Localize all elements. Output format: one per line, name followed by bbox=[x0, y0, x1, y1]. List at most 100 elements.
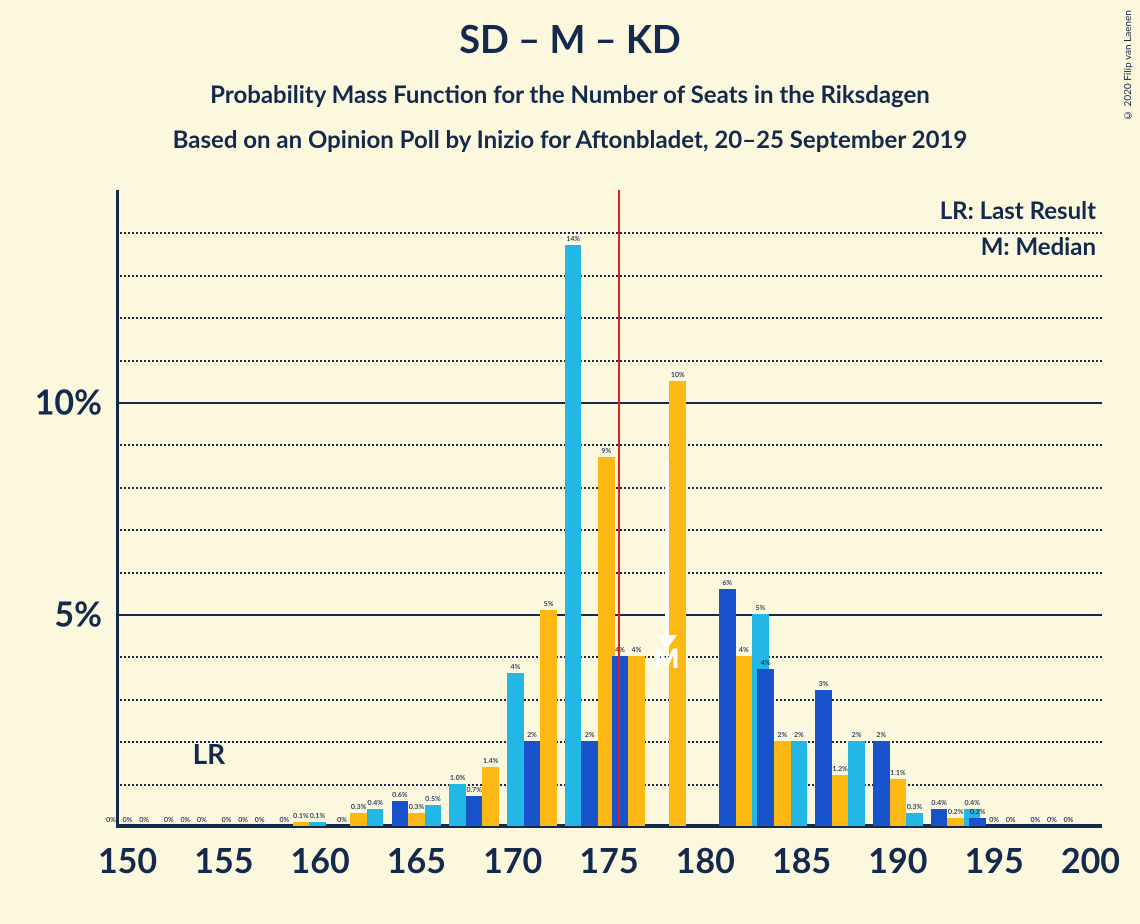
bar-value-label: 14% bbox=[566, 235, 580, 243]
bar bbox=[581, 741, 598, 826]
bar bbox=[848, 741, 865, 826]
gridline-minor bbox=[116, 444, 1102, 446]
bar-value-label: 0% bbox=[164, 816, 174, 824]
bar-value-label: 0.3% bbox=[907, 803, 922, 811]
last-result-label-short: LR bbox=[193, 736, 226, 770]
gridline-minor bbox=[116, 232, 1102, 234]
bar bbox=[890, 779, 907, 826]
median-arrow bbox=[665, 461, 669, 635]
y-tick-label: 5% bbox=[6, 594, 102, 635]
bar-value-label: 4% bbox=[615, 646, 625, 654]
bar bbox=[669, 381, 686, 826]
bar-value-label: 0% bbox=[222, 816, 232, 824]
gridline-major bbox=[116, 402, 1102, 404]
bar-value-label: 1.2% bbox=[832, 765, 847, 773]
bar bbox=[507, 673, 524, 826]
median-label-short: M bbox=[654, 642, 679, 674]
bar bbox=[947, 818, 964, 826]
y-axis bbox=[116, 190, 119, 826]
x-tick-label: 165 bbox=[387, 840, 446, 881]
bar-value-label: 0% bbox=[238, 816, 248, 824]
bar bbox=[482, 767, 499, 826]
bar bbox=[350, 813, 367, 826]
gridline-minor bbox=[116, 317, 1102, 319]
bar bbox=[449, 784, 466, 826]
legend-lr: LR: Last Result bbox=[940, 196, 1096, 225]
bar-value-label: 0% bbox=[180, 816, 190, 824]
bar-value-label: 2% bbox=[852, 731, 862, 739]
bar bbox=[425, 805, 442, 826]
title-sub1: Probability Mass Function for the Number… bbox=[0, 80, 1140, 109]
bar-value-label: 2% bbox=[876, 731, 886, 739]
copyright-notice: © 2020 Filip van Laenen bbox=[1122, 10, 1134, 121]
bar-value-label: 0.7% bbox=[466, 786, 481, 794]
bar bbox=[719, 589, 736, 826]
bar-value-label: 1.4% bbox=[483, 757, 498, 765]
x-tick-label: 190 bbox=[868, 840, 927, 881]
bar-value-label: 0% bbox=[139, 816, 149, 824]
title-main: SD – M – KD bbox=[0, 16, 1140, 62]
bar-value-label: 4% bbox=[761, 659, 771, 667]
bar bbox=[612, 656, 629, 826]
bar-value-label: 4% bbox=[632, 646, 642, 654]
bar-value-label: 1.1% bbox=[890, 769, 905, 777]
bar bbox=[931, 809, 948, 826]
bar-value-label: 2% bbox=[794, 731, 804, 739]
bar-value-label: 1.0% bbox=[450, 774, 465, 782]
bar-value-label: 0.4% bbox=[931, 799, 946, 807]
bar bbox=[524, 741, 541, 826]
bar-value-label: 9% bbox=[601, 447, 611, 455]
bar-value-label: 0% bbox=[255, 816, 265, 824]
plot-area: 5%10%1501551601651701751801851901952000%… bbox=[116, 190, 1102, 826]
bar-value-label: 0% bbox=[1047, 816, 1057, 824]
bar bbox=[540, 610, 557, 826]
bar-value-label: 0.1% bbox=[293, 812, 308, 820]
x-tick-label: 175 bbox=[579, 840, 638, 881]
gridline-major bbox=[116, 826, 1102, 828]
bar bbox=[466, 796, 483, 826]
bar-value-label: 0% bbox=[1006, 816, 1016, 824]
x-tick-label: 185 bbox=[772, 840, 831, 881]
bar-value-label: 0% bbox=[1030, 816, 1040, 824]
bar-value-label: 0.2% bbox=[948, 808, 963, 816]
bar bbox=[736, 656, 753, 826]
bar-value-label: 2% bbox=[527, 731, 537, 739]
x-tick-label: 180 bbox=[676, 840, 735, 881]
gridline-minor bbox=[116, 360, 1102, 362]
bar-value-label: 4% bbox=[511, 663, 521, 671]
chart-title: SD – M – KD Probability Mass Function fo… bbox=[0, 16, 1140, 154]
bar bbox=[873, 741, 890, 826]
bar-value-label: 0% bbox=[337, 816, 347, 824]
title-sub2: Based on an Opinion Poll by Inizio for A… bbox=[0, 125, 1140, 154]
bar-value-label: 0.3% bbox=[351, 803, 366, 811]
bar bbox=[367, 809, 384, 826]
bar bbox=[293, 822, 310, 826]
bar-value-label: 10% bbox=[671, 371, 685, 379]
bar-value-label: 0% bbox=[106, 816, 116, 824]
bar-value-label: 0% bbox=[279, 816, 289, 824]
bar-value-label: 0.4% bbox=[964, 799, 979, 807]
x-tick-label: 150 bbox=[98, 840, 157, 881]
bar bbox=[906, 813, 923, 826]
bar-value-label: 0.4% bbox=[367, 799, 382, 807]
x-tick-label: 155 bbox=[194, 840, 253, 881]
bar bbox=[757, 669, 774, 826]
bar-value-label: 0.6% bbox=[392, 791, 407, 799]
bar bbox=[969, 818, 986, 826]
bar-value-label: 0.5% bbox=[425, 795, 440, 803]
bar bbox=[774, 741, 791, 826]
bar bbox=[392, 801, 409, 826]
bar-value-label: 0.2% bbox=[970, 808, 985, 816]
bar bbox=[791, 741, 808, 826]
bar-value-label: 4% bbox=[739, 646, 749, 654]
bar-value-label: 0% bbox=[989, 816, 999, 824]
bar bbox=[408, 813, 425, 826]
bar-value-label: 0% bbox=[123, 816, 133, 824]
bar bbox=[309, 822, 326, 826]
bar-value-label: 3% bbox=[819, 680, 829, 688]
x-tick-label: 170 bbox=[483, 840, 542, 881]
bar bbox=[815, 690, 832, 826]
bar-value-label: 5% bbox=[755, 604, 765, 612]
bar-value-label: 0.1% bbox=[310, 812, 325, 820]
bar bbox=[832, 775, 849, 826]
